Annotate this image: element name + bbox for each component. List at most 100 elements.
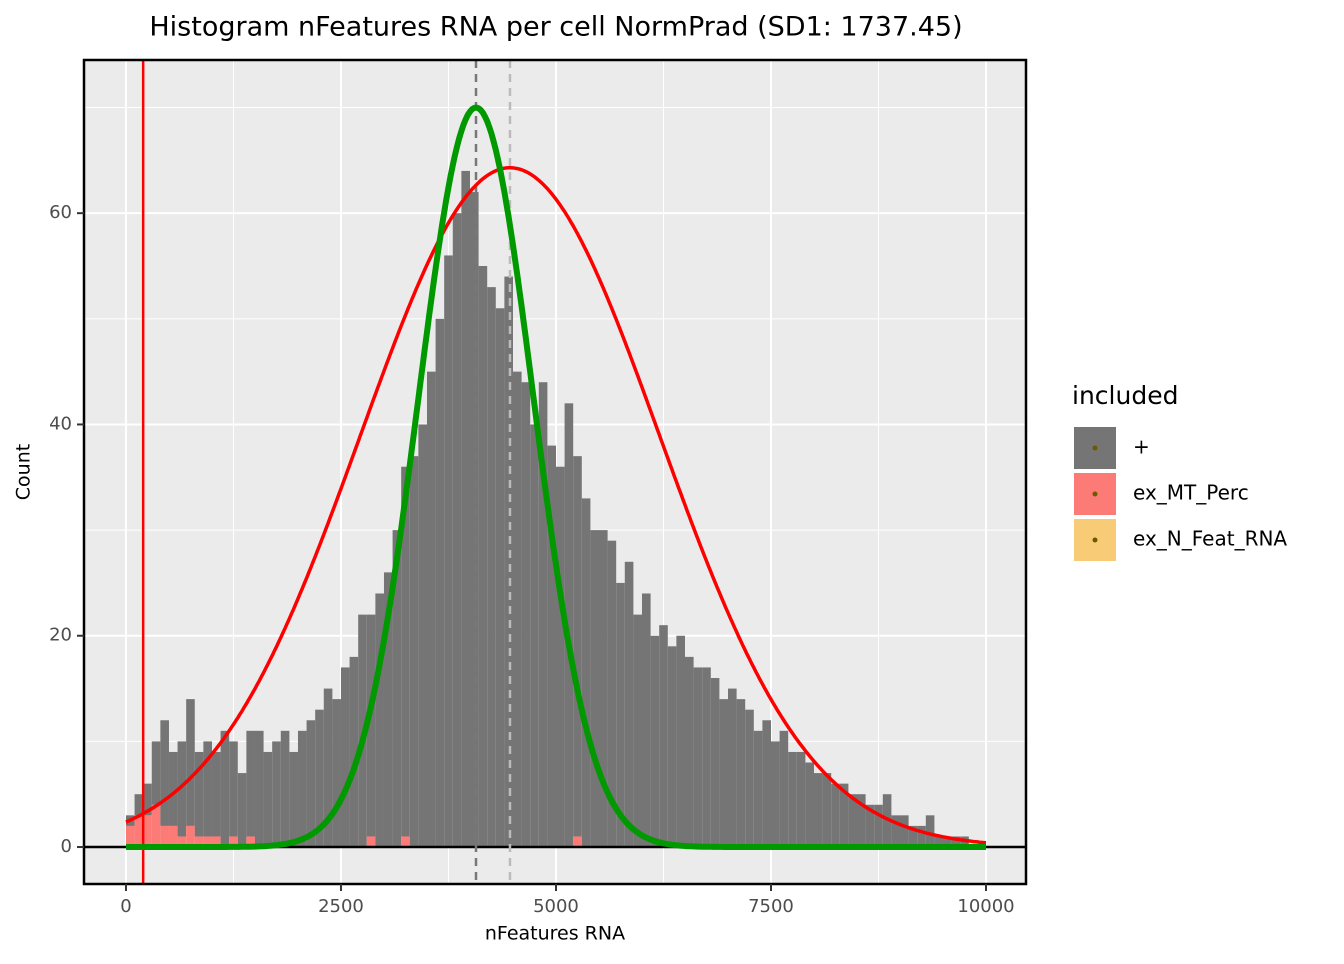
bar (254, 730, 264, 848)
bar (788, 751, 797, 848)
density-curve (126, 104, 986, 850)
bar (229, 836, 238, 848)
bar (143, 783, 152, 816)
bar (504, 276, 513, 848)
bar (908, 825, 918, 848)
bar (469, 192, 479, 848)
x-tick-label: 10000 (957, 896, 1014, 917)
bar (418, 424, 427, 848)
bar (590, 530, 599, 848)
bar (237, 773, 247, 848)
legend-label: ex_MT_Perc (1133, 481, 1249, 505)
bar (426, 371, 436, 848)
bar (186, 825, 195, 848)
bar (770, 741, 780, 848)
bar (676, 635, 685, 848)
bar (538, 382, 548, 848)
bar (573, 836, 582, 848)
bar (616, 582, 625, 848)
legend-title: included (1072, 381, 1178, 410)
bar (667, 646, 677, 848)
y-tick-label: 60 (49, 202, 72, 223)
bar (925, 815, 935, 848)
bar (246, 836, 255, 848)
bar (168, 751, 178, 826)
bar (581, 498, 591, 848)
bar (814, 773, 823, 848)
bar (478, 266, 488, 848)
bar (280, 730, 290, 848)
bar (598, 530, 608, 848)
legend-label: + (1133, 435, 1150, 459)
bar (839, 783, 849, 848)
bar (203, 836, 212, 848)
bar (160, 720, 169, 826)
bar (401, 466, 410, 837)
legend-label: ex_N_Feat_RNA (1133, 527, 1287, 551)
bar (340, 667, 350, 848)
bar (702, 667, 711, 848)
bar (753, 730, 763, 848)
bar (211, 836, 221, 848)
bar (693, 667, 703, 848)
bar (151, 741, 161, 805)
bar (495, 308, 505, 848)
bar (177, 836, 187, 848)
bar (512, 371, 522, 848)
bar (934, 836, 944, 848)
y-tick-label: 20 (49, 625, 72, 646)
legend-key (1072, 425, 1118, 471)
bar (555, 466, 565, 848)
bar (306, 720, 316, 848)
bar (375, 593, 384, 848)
bar (409, 456, 419, 848)
bar (143, 815, 152, 848)
bar (641, 593, 651, 848)
bar (211, 751, 221, 837)
bar (444, 255, 453, 848)
x-tick-label: 5000 (533, 896, 579, 917)
bar (263, 751, 273, 848)
bar (332, 699, 341, 848)
chart-title: Histogram nFeatures RNA per cell NormPra… (149, 12, 962, 43)
bar (383, 572, 393, 848)
x-axis-label: nFeatures RNA (485, 923, 625, 945)
y-tick-label: 40 (49, 413, 72, 434)
bar (573, 456, 582, 837)
bar (736, 699, 746, 848)
bar (168, 825, 178, 848)
y-tick-label: 0 (61, 836, 72, 857)
bar (917, 825, 926, 848)
bar (796, 751, 806, 848)
bar (900, 815, 909, 848)
bar (392, 530, 402, 848)
bar (203, 741, 212, 837)
bar (865, 804, 875, 848)
density-curve (125, 166, 987, 845)
bar (521, 382, 531, 848)
y-axis-label: Count (13, 444, 35, 500)
bar (452, 213, 462, 848)
bar (151, 804, 161, 848)
bar (246, 730, 255, 837)
bar (177, 741, 187, 837)
bar (125, 825, 135, 848)
legend-dot (1092, 491, 1098, 497)
bar (684, 656, 694, 848)
bar (134, 794, 144, 816)
bar (366, 614, 376, 837)
bar (633, 614, 642, 848)
bar (848, 794, 858, 848)
bar (435, 318, 445, 848)
bar (805, 762, 815, 848)
bar (297, 730, 307, 848)
x-tick-label: 2500 (318, 896, 364, 917)
bar (831, 783, 840, 848)
bar (624, 561, 634, 848)
bar (822, 773, 832, 848)
bar (607, 540, 617, 848)
x-tick-label: 0 (120, 896, 131, 917)
bar (194, 836, 204, 848)
bar (530, 424, 539, 848)
